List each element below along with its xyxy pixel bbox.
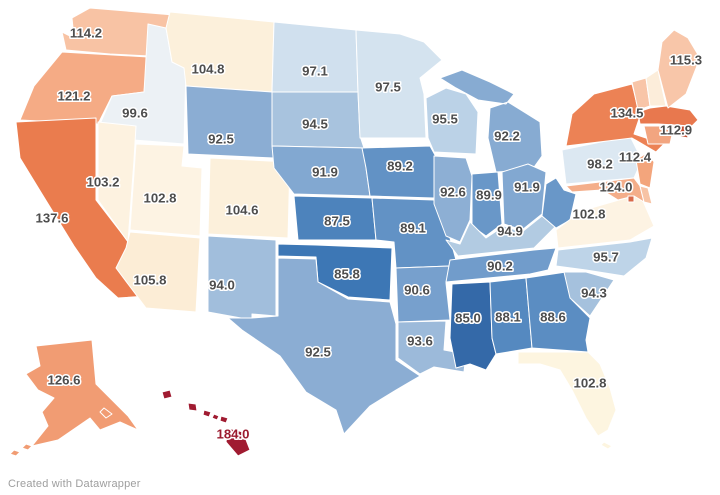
state-nc[interactable]	[555, 237, 653, 277]
state-tx[interactable]	[227, 257, 421, 435]
state-nj[interactable]	[635, 151, 655, 189]
state-la[interactable]	[397, 320, 467, 375]
state-de[interactable]	[639, 185, 653, 205]
state-ct[interactable]	[643, 125, 675, 145]
state-nd[interactable]	[271, 21, 359, 93]
state-wv[interactable]	[541, 177, 577, 229]
state-ma[interactable]	[637, 105, 699, 127]
state-va[interactable]	[555, 193, 655, 249]
state-co[interactable]	[207, 157, 291, 239]
state-sd[interactable]	[271, 91, 365, 149]
state-ok[interactable]	[277, 243, 393, 301]
state-nh[interactable]	[645, 69, 667, 107]
state-nv[interactable]	[97, 121, 137, 243]
state-ky[interactable]	[445, 215, 557, 257]
state-az[interactable]	[115, 231, 201, 313]
state-in[interactable]	[471, 171, 503, 237]
state-ny[interactable]	[565, 83, 665, 153]
state-fl[interactable]	[517, 351, 617, 450]
state-tn[interactable]	[445, 247, 557, 283]
state-nm[interactable]	[207, 235, 277, 321]
state-wi[interactable]	[425, 87, 479, 155]
state-ut[interactable]	[129, 143, 203, 237]
state-al[interactable]	[489, 277, 533, 355]
datawrapper-attribution: Created with Datawrapper	[8, 478, 141, 490]
state-hi[interactable]	[161, 389, 251, 457]
state-sc[interactable]	[563, 271, 615, 317]
state-dc[interactable]	[627, 195, 635, 203]
state-me[interactable]	[657, 29, 701, 109]
state-ar[interactable]	[395, 265, 451, 323]
state-ca[interactable]	[15, 117, 151, 299]
state-ms[interactable]	[449, 281, 497, 371]
state-ks[interactable]	[293, 195, 377, 241]
state-ri[interactable]	[675, 125, 689, 139]
state-mn[interactable]	[355, 29, 443, 139]
state-wy[interactable]	[185, 85, 275, 159]
state-mi[interactable]	[439, 69, 543, 173]
state-ak[interactable]	[9, 339, 139, 457]
state-ia[interactable]	[361, 145, 445, 199]
state-il[interactable]	[433, 155, 473, 243]
